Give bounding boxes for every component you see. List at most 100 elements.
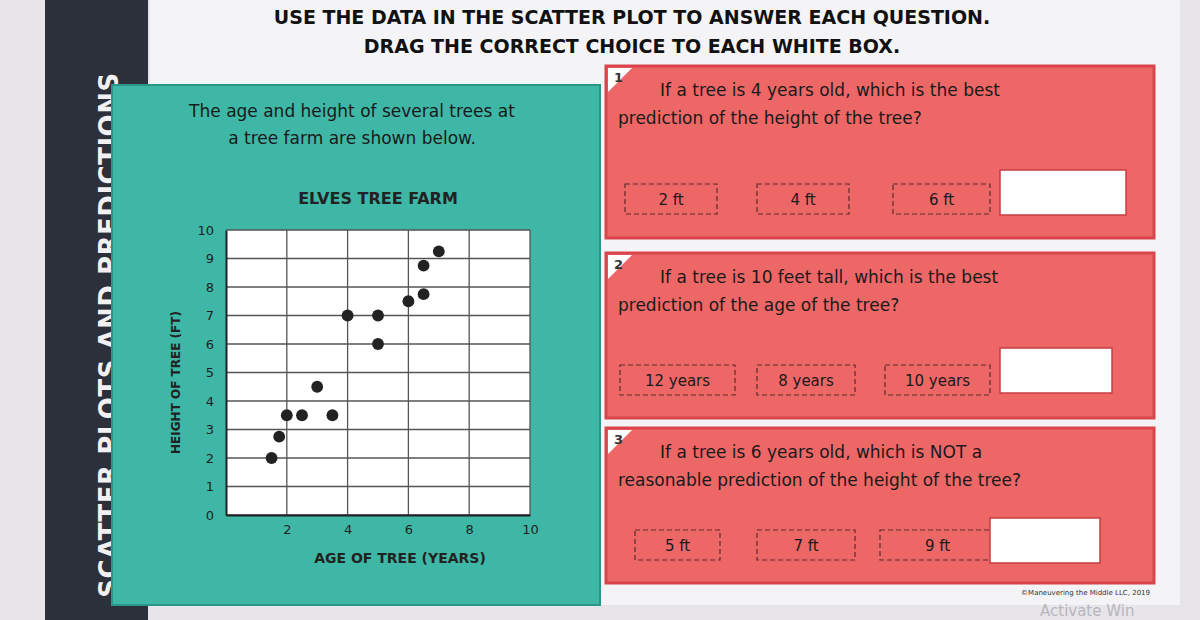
question: 3If a tree is 6 years old, which is NOT … bbox=[606, 428, 1154, 583]
grid-line-y bbox=[226, 258, 530, 259]
choice-box[interactable] bbox=[620, 365, 735, 395]
question-number: 1 bbox=[614, 70, 623, 85]
y-tick-label: 0 bbox=[206, 508, 214, 523]
y-tick-label: 3 bbox=[206, 422, 214, 437]
y-tick: 3 bbox=[206, 422, 226, 437]
choice-label[interactable]: 8 years bbox=[778, 372, 834, 390]
choice-box[interactable] bbox=[635, 530, 720, 560]
choice-label[interactable]: 12 years bbox=[645, 372, 710, 390]
point bbox=[266, 452, 278, 464]
choice-label[interactable]: 6 ft bbox=[929, 191, 954, 209]
grid-line-y bbox=[226, 229, 530, 230]
choice-label[interactable]: 2 ft bbox=[658, 191, 683, 209]
point bbox=[433, 245, 445, 257]
choice-label[interactable]: 9 ft bbox=[925, 537, 950, 555]
x-tick: 4 bbox=[344, 515, 352, 537]
choice-box[interactable] bbox=[757, 184, 849, 214]
question: 2If a tree is 10 feet tall, which is the… bbox=[606, 253, 1154, 418]
y-tick-label: 6 bbox=[206, 337, 214, 352]
grid-line-x bbox=[469, 230, 470, 515]
y-tick: 7 bbox=[206, 308, 226, 323]
point bbox=[418, 260, 430, 272]
grid-line-x bbox=[408, 230, 409, 515]
x-tick: 2 bbox=[283, 515, 291, 537]
y-tick-label: 5 bbox=[206, 365, 214, 380]
y-tick: 2 bbox=[206, 451, 226, 466]
choice-label[interactable]: 7 ft bbox=[793, 537, 818, 555]
point bbox=[326, 409, 338, 421]
answer-box[interactable] bbox=[1000, 348, 1112, 393]
point bbox=[402, 295, 414, 307]
choice-box[interactable] bbox=[625, 184, 717, 214]
header-line: DRAG THE CORRECT CHOICE TO EACH WHITE BO… bbox=[364, 35, 900, 57]
x-tick-label: 2 bbox=[283, 522, 291, 537]
page: SCATTER PLOTS AND PREDICTIONSUSE THE DAT… bbox=[0, 0, 1200, 620]
point bbox=[296, 409, 308, 421]
question-panel bbox=[606, 253, 1154, 418]
x-tick: 6 bbox=[405, 515, 413, 537]
choice-box[interactable] bbox=[757, 365, 855, 395]
grid-line-x bbox=[286, 230, 287, 515]
y-tick: 5 bbox=[206, 365, 226, 380]
x-axis: 2 4 6 8 10 bbox=[227, 515, 539, 537]
y-tick: 9 bbox=[206, 251, 226, 266]
y-tick-label: 2 bbox=[206, 451, 214, 466]
chart-panel bbox=[112, 85, 600, 605]
answer-box[interactable] bbox=[990, 518, 1100, 563]
x-tick-label: 8 bbox=[466, 522, 474, 537]
choice-box[interactable] bbox=[893, 184, 990, 214]
question-line: If a tree is 6 years old, which is NOT a bbox=[660, 442, 982, 462]
answer-box[interactable] bbox=[1000, 170, 1126, 215]
copyright: ©Maneuvering the Middle LLC, 2019 bbox=[1021, 589, 1150, 597]
point bbox=[273, 431, 285, 443]
choice-box[interactable] bbox=[885, 365, 990, 395]
chart-title: ELVES TREE FARM bbox=[298, 189, 458, 208]
point bbox=[342, 310, 354, 322]
point bbox=[372, 338, 384, 350]
y-axis-line bbox=[226, 231, 228, 516]
point bbox=[281, 409, 293, 421]
x-axis-line bbox=[227, 515, 531, 517]
number-badge bbox=[608, 430, 632, 454]
y-tick-label: 7 bbox=[206, 308, 214, 323]
choice-box[interactable] bbox=[757, 530, 855, 560]
question: 1If a tree is 4 years old, which is the … bbox=[606, 66, 1154, 238]
points bbox=[266, 245, 445, 463]
question-line: prediction of the height of the tree? bbox=[618, 108, 922, 128]
y-tick: 4 bbox=[206, 394, 226, 409]
grid-line-y bbox=[226, 372, 530, 373]
background bbox=[0, 0, 1200, 620]
y-tick-label: 1 bbox=[206, 479, 214, 494]
y-tick-label: 4 bbox=[206, 394, 214, 409]
x-axis-title: AGE OF TREE (YEARS) bbox=[314, 550, 486, 566]
choice-label[interactable]: 5 ft bbox=[665, 537, 690, 555]
description-line: The age and height of several trees at bbox=[188, 101, 515, 121]
point bbox=[372, 310, 384, 322]
choice-box[interactable] bbox=[880, 530, 995, 560]
choice-label[interactable]: 10 years bbox=[905, 372, 970, 390]
y-tick: 6 bbox=[206, 337, 226, 352]
grid bbox=[226, 230, 530, 515]
grid-line-y bbox=[226, 429, 530, 430]
question-line: prediction of the age of the tree? bbox=[618, 295, 899, 315]
grid-line-x bbox=[347, 230, 348, 515]
description-line: a tree farm are shown below. bbox=[228, 128, 476, 148]
choice-label[interactable]: 4 ft bbox=[790, 191, 815, 209]
x-tick: 10 bbox=[522, 515, 539, 537]
point bbox=[311, 381, 323, 393]
grid-line-x bbox=[529, 230, 530, 515]
x-tick: 8 bbox=[466, 515, 474, 537]
point bbox=[418, 288, 430, 300]
x-tick-label: 4 bbox=[344, 522, 352, 537]
question-panel bbox=[606, 66, 1154, 238]
y-tick-label: 8 bbox=[206, 280, 214, 295]
grid-line-y bbox=[226, 514, 530, 515]
grid-line-y bbox=[226, 486, 530, 487]
y-tick: 1 bbox=[206, 479, 226, 494]
y-tick: 8 bbox=[206, 280, 226, 295]
y-tick-label: 9 bbox=[206, 251, 214, 266]
question-line: If a tree is 10 feet tall, which is the … bbox=[660, 267, 998, 287]
y-tick: 0 bbox=[206, 508, 226, 523]
y-axis-title: HEIGHT OF TREE (FT) bbox=[169, 311, 183, 454]
question-panel bbox=[606, 428, 1154, 583]
